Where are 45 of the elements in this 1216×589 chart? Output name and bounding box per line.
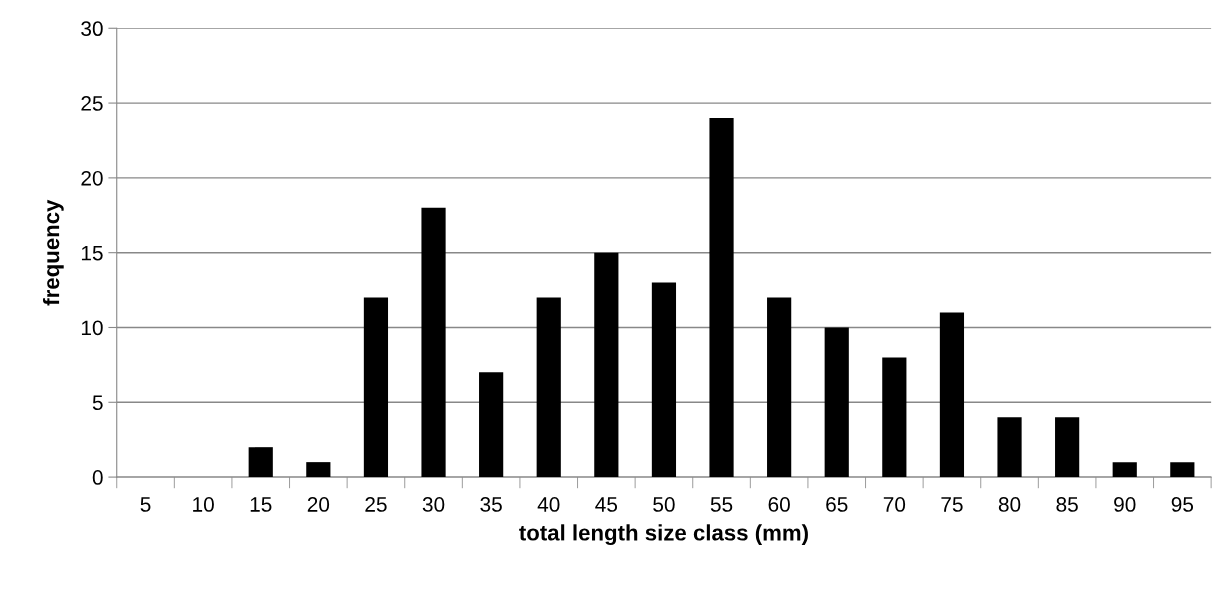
x-tick-label: 85 [1056,497,1078,512]
bar [709,118,734,478]
x-tick-label: 80 [998,497,1021,512]
x-tick-label: 60 [768,497,790,512]
bar [1055,417,1080,478]
y-tick-label: 30 [81,21,103,37]
y-tick-label: 5 [92,395,103,411]
x-tick-label: 65 [826,497,848,512]
x-tick-label: 45 [595,497,618,512]
y-tick-label: 20 [81,170,103,186]
x-tick-label: 75 [941,497,963,512]
x-tick-label: 35 [480,497,502,512]
bar [536,297,561,478]
bar [594,252,619,478]
bar [767,297,792,478]
y-tick-label: 0 [92,470,103,485]
bar [824,327,849,478]
x-tick-label: 55 [710,497,733,512]
y-tick-label: 15 [81,245,103,261]
x-tick-label: 50 [653,497,675,512]
bar [363,297,389,478]
bar [421,207,446,478]
bar [1112,462,1137,478]
y-axis-title: frequency [42,199,64,306]
bar [479,372,504,478]
y-tick-label: 10 [81,320,103,336]
bar [882,357,907,478]
x-axis-title: total length size class (mm) [519,524,808,546]
bar [248,447,273,478]
x-tick-label: 25 [365,497,387,512]
bar [939,312,965,478]
x-tick-label: 15 [250,497,272,512]
bar [306,462,331,478]
bar [1170,462,1195,478]
x-tick-label: 40 [537,497,560,512]
x-tick-label: 95 [1171,497,1194,512]
y-tick-label: 25 [81,96,103,111]
bar [997,417,1022,478]
x-tick-label: 30 [422,497,445,512]
x-tick-label: 90 [1114,497,1136,512]
x-tick-label: 5 [140,497,151,512]
bar [651,282,677,478]
x-tick-label: 20 [307,497,330,512]
x-tick-label: 70 [883,497,906,512]
x-tick-label: 10 [193,497,214,512]
